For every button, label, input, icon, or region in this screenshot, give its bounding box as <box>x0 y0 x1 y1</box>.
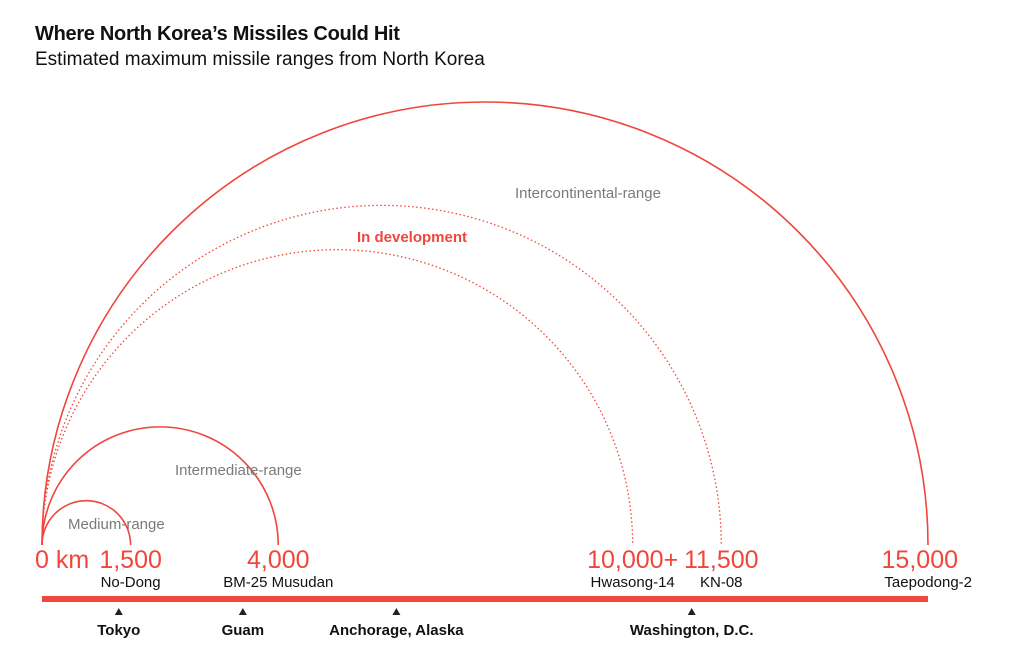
arc-hwasong-14 <box>41 249 634 546</box>
chart-title: Where North Korea’s Missiles Could Hit <box>35 23 400 45</box>
distance-axis-bar <box>42 596 928 602</box>
medium-range-label: Medium-range <box>68 516 165 533</box>
location-marker-tokyo <box>114 608 123 615</box>
range-value-taepodong-2: 15,000 <box>882 546 958 574</box>
location-marker-anchorage-alaska <box>392 608 401 615</box>
location-label-anchorage-alaska: Anchorage, Alaska <box>329 622 464 639</box>
missile-name-no-dong: No-Dong <box>101 574 161 591</box>
range-value-hwasong-14: 10,000+ <box>587 546 678 574</box>
location-marker-guam <box>238 608 247 615</box>
origin-label: 0 km <box>35 546 89 574</box>
arc-taepodong-2 <box>41 101 929 546</box>
missile-name-bm-25-musudan: BM-25 Musudan <box>223 574 333 591</box>
location-label-guam: Guam <box>222 622 265 639</box>
missile-name-kn-08: KN-08 <box>700 574 743 591</box>
chart-subtitle: Estimated maximum missile ranges from No… <box>35 49 485 70</box>
missile-name-hwasong-14: Hwasong-14 <box>591 574 675 591</box>
arc-no-dong <box>41 499 132 546</box>
range-value-bm-25-musudan: 4,000 <box>247 546 310 574</box>
range-value-no-dong: 1,500 <box>99 546 162 574</box>
missile-name-taepodong-2: Taepodong-2 <box>884 574 972 591</box>
intercontinental-range-label: Intercontinental-range <box>515 185 661 202</box>
arc-kn-08 <box>41 204 722 546</box>
location-label-washington-d-c: Washington, D.C. <box>630 622 754 639</box>
location-label-tokyo: Tokyo <box>97 622 140 639</box>
arc-bm-25-musudan <box>41 426 280 546</box>
in-development-label: In development <box>357 229 467 246</box>
intermediate-range-label: Intermediate-range <box>175 462 302 479</box>
location-marker-washington-d-c <box>687 608 696 615</box>
range-value-kn-08: 11,500 <box>684 546 759 574</box>
